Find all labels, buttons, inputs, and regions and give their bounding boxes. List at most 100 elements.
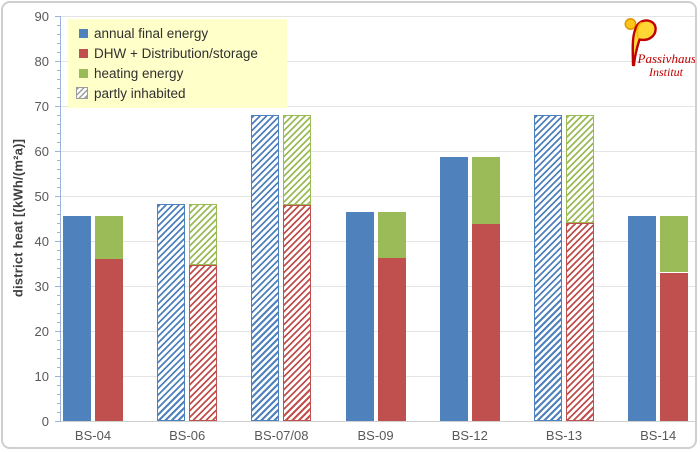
bar-annual-final-energy-BS-14: [628, 215, 657, 421]
y-minor-tick: [57, 304, 60, 305]
y-tick-label-70: 70: [34, 99, 49, 114]
bar-heating-energy-BS-13: [566, 115, 594, 223]
bar-heating-energy-BS-09: [377, 211, 406, 258]
y-minor-tick: [57, 394, 60, 395]
y-tick-label-10: 10: [34, 369, 49, 384]
bar-dhw-distribution-storage-BS-14: [660, 272, 689, 421]
bar-annual-final-energy-BS-09: [345, 211, 374, 421]
bar-annual-final-energy-BS-04: [63, 216, 91, 421]
bar-dhw-distribution-storage-BS-04: [95, 259, 123, 421]
bar-heating-energy-BS-06: [189, 203, 218, 265]
y-minor-tick: [57, 52, 60, 53]
bar-annual-final-energy-BS-12: [439, 156, 468, 421]
x-category-label-BS-07/08: BS-07/08: [254, 428, 309, 443]
y-tick-label-0: 0: [41, 414, 49, 429]
legend-label: annual final energy: [94, 26, 209, 42]
y-major-tick: [55, 151, 60, 152]
bar-heating-energy-BS-07/08: [283, 115, 312, 205]
y-major-tick: [55, 61, 60, 62]
bar-dhw-distribution-storage-BS-07/08: [283, 205, 312, 421]
y-tick-label-40: 40: [34, 234, 49, 249]
x-category-label-BS-14: BS-14: [640, 428, 677, 443]
legend-label: heating energy: [94, 65, 184, 81]
y-minor-tick: [57, 223, 60, 224]
bar-heating-energy-BS-12: [471, 156, 500, 224]
gridline-20: [60, 330, 695, 332]
legend-swatch: [79, 49, 88, 59]
y-minor-tick: [57, 214, 60, 215]
y-major-tick: [55, 196, 60, 197]
y-tick-label-90: 90: [34, 9, 49, 24]
x-category-label-BS-13: BS-13: [545, 428, 583, 443]
y-tick-label-60: 60: [34, 144, 49, 159]
y-minor-tick: [57, 232, 60, 233]
y-minor-tick: [57, 259, 60, 260]
y-minor-tick: [57, 25, 60, 26]
y-tick-label-20: 20: [34, 324, 49, 339]
y-minor-tick: [57, 169, 60, 170]
y-axis-title: district heat [(kWh/(m²a)]: [10, 138, 26, 298]
y-axis-line: [60, 16, 61, 422]
x-category-label-BS-09: BS-09: [357, 428, 394, 443]
y-minor-tick: [57, 187, 60, 188]
y-minor-tick: [57, 34, 60, 35]
y-minor-tick: [57, 403, 60, 404]
gridline-40: [60, 240, 695, 242]
y-minor-tick: [57, 70, 60, 71]
legend-swatch: [76, 87, 88, 100]
bar-annual-final-energy-BS-07/08: [251, 115, 280, 421]
y-tick-label-50: 50: [34, 189, 49, 204]
y-minor-tick: [57, 385, 60, 386]
legend-swatch: [79, 68, 88, 78]
passivhaus-logo-icon: [624, 18, 657, 67]
y-minor-tick: [57, 115, 60, 116]
y-minor-tick: [57, 340, 60, 341]
bar-dhw-distribution-storage-BS-12: [471, 223, 500, 421]
y-major-tick: [55, 16, 60, 17]
y-major-tick: [55, 376, 60, 377]
gridline-60: [60, 150, 695, 152]
y-minor-tick: [57, 142, 60, 143]
y-minor-tick: [57, 178, 60, 179]
y-major-tick: [55, 331, 60, 332]
gridline-50: [60, 195, 695, 197]
gridline-90: [60, 15, 695, 17]
bar-dhw-distribution-storage-BS-09: [377, 257, 406, 421]
bar-heating-energy-BS-04: [95, 216, 123, 259]
y-minor-tick: [57, 43, 60, 44]
x-category-label-BS-06: BS-06: [169, 428, 206, 443]
y-tick-label-80: 80: [34, 54, 49, 69]
y-minor-tick: [57, 88, 60, 89]
y-minor-tick: [57, 97, 60, 98]
y-minor-tick: [57, 358, 60, 359]
y-major-tick: [55, 421, 60, 422]
y-minor-tick: [57, 133, 60, 134]
legend-item-annual-final-energy: annual final energy: [79, 26, 283, 41]
y-minor-tick: [57, 367, 60, 368]
gridline-30: [60, 285, 695, 287]
y-minor-tick: [57, 295, 60, 296]
y-minor-tick: [57, 124, 60, 125]
y-major-tick: [55, 106, 60, 107]
brand-name: Passivhaus: [637, 51, 696, 66]
bar-annual-final-energy-BS-13: [534, 115, 562, 421]
legend-item-dhw-distribution-storage: DHW + Distribution/storage: [79, 46, 283, 61]
gridline-80: [60, 60, 695, 62]
legend-item-heating-energy: heating energy: [79, 66, 283, 81]
legend-label: partly inhabited: [94, 85, 186, 101]
y-minor-tick: [57, 277, 60, 278]
gridline-10: [60, 375, 695, 377]
legend-item-partly-inhabited: partly inhabited: [76, 85, 283, 101]
y-minor-tick: [57, 268, 60, 269]
y-minor-tick: [57, 349, 60, 350]
y-minor-tick: [57, 322, 60, 323]
x-category-label-BS-04: BS-04: [74, 428, 112, 443]
legend-label: DHW + Distribution/storage: [94, 46, 258, 62]
gridline-70: [60, 105, 695, 107]
y-minor-tick: [57, 79, 60, 80]
brand-subname: Institut: [648, 65, 683, 79]
y-minor-tick: [57, 412, 60, 413]
y-minor-tick: [57, 313, 60, 314]
y-minor-tick: [57, 160, 60, 161]
